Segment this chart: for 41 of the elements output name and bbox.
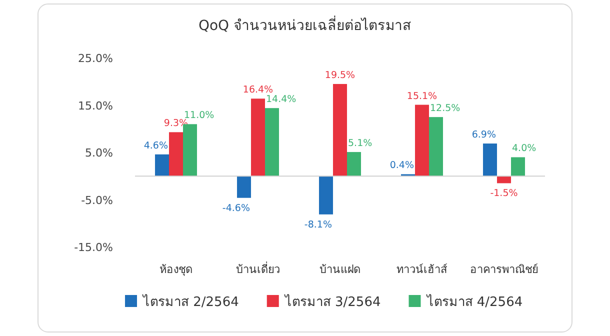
y-tick-label: -5.0% — [81, 194, 113, 207]
bar — [265, 108, 279, 176]
bar — [497, 176, 511, 184]
legend-label: ไตรมาส 4/2564 — [426, 294, 523, 310]
bar — [169, 132, 183, 176]
data-label: 4.0% — [512, 143, 536, 154]
data-label: -1.5% — [490, 188, 518, 200]
data-label: 12.5% — [430, 103, 460, 114]
bar — [511, 157, 525, 176]
x-tick-label: ห้องชุด — [160, 263, 192, 276]
data-label: 6.9% — [472, 130, 496, 141]
data-label: -4.6% — [222, 202, 250, 214]
x-tick-label: บ้านแฝด — [320, 263, 360, 276]
y-tick-label: -15.0% — [74, 241, 113, 254]
x-tick-label: ทาวน์เฮ้าส์ — [396, 263, 448, 276]
data-label: 14.4% — [266, 94, 296, 106]
data-label: 4.6% — [144, 140, 168, 152]
data-label: 16.4% — [242, 84, 274, 96]
y-tick-label: 25.0% — [78, 52, 113, 65]
data-label: 5.1% — [348, 138, 372, 150]
data-label: -8.1% — [304, 219, 332, 230]
y-tick-label: 15.0% — [78, 99, 113, 112]
bar — [155, 154, 169, 176]
bar — [237, 176, 251, 198]
x-tick-label: บ้านเดี่ยว — [236, 261, 280, 276]
legend-label: ไตรมาส 3/2564 — [284, 294, 381, 310]
bar — [333, 84, 347, 176]
bar — [429, 117, 443, 176]
x-tick-label: อาคารพาณิชย์ — [470, 263, 538, 276]
data-label: 15.1% — [406, 90, 438, 102]
data-label: 11.0% — [184, 110, 214, 122]
bar — [347, 152, 361, 176]
data-label: 19.5% — [324, 70, 356, 81]
bar — [483, 144, 497, 176]
bar — [415, 104, 429, 176]
bar — [319, 176, 333, 214]
chart-title: QoQ จำนวนหน่วยเฉลี่ยต่อไตรมาส — [198, 16, 412, 34]
legend-label: ไตรมาส 2/2564 — [142, 294, 239, 310]
bar — [251, 98, 265, 176]
y-tick-label: 5.0% — [85, 146, 113, 160]
data-label: 0.4% — [390, 160, 414, 172]
